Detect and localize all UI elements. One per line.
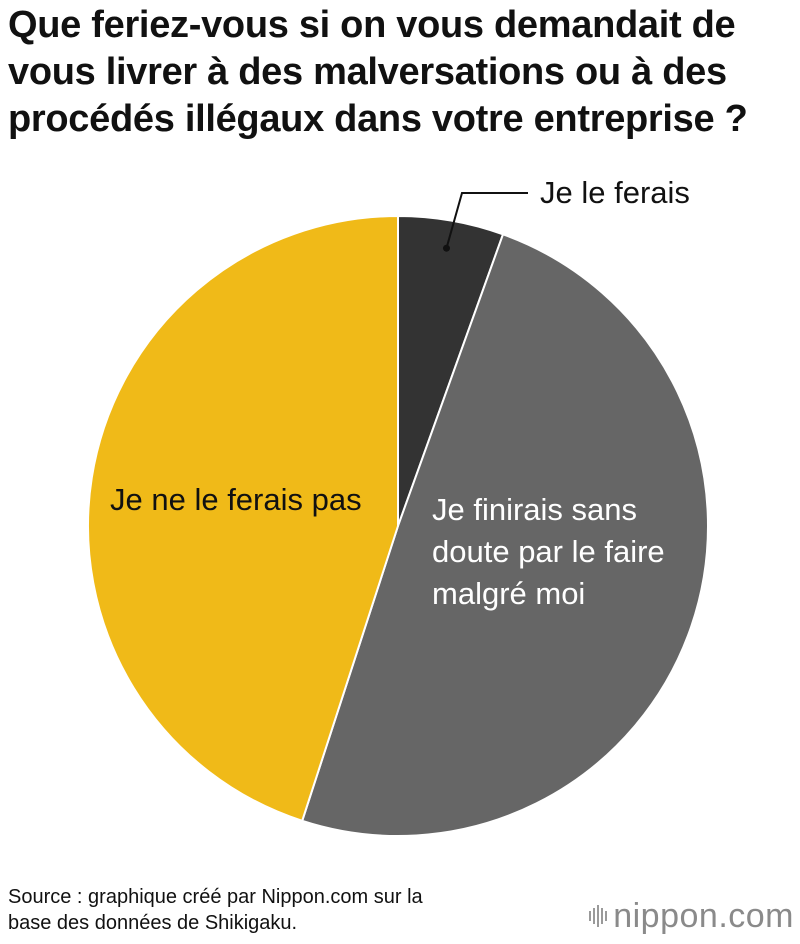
logo-wordmark: nippon.com — [613, 897, 794, 936]
logo-name: nippon — [613, 896, 719, 935]
source-line: base des données de Shikigaku. — [8, 912, 298, 934]
callout-leader-line — [445, 192, 528, 249]
nippon-logo: nippon.com — [589, 896, 794, 936]
source-note: Source : graphique créé par Nippon.com s… — [8, 884, 568, 936]
callout-dot — [442, 244, 450, 252]
slice-label-je-finirais-sans-doute: doute par le faire — [432, 534, 665, 569]
chart-title-line: Que feriez-vous si on vous demandait de — [8, 4, 736, 46]
chart-title-line: procédés illégaux dans votre entreprise … — [8, 98, 748, 140]
slice-label-je-finirais-sans-doute: malgré moi — [432, 576, 585, 611]
chart-title: Que feriez-vous si on vous demandait de … — [8, 2, 798, 143]
slice-label-je-finirais-sans-doute: Je finirais sans — [432, 492, 637, 527]
pie-slice-je-finirais-sans-doute — [300, 233, 710, 837]
nippon-bars-icon — [589, 905, 608, 927]
pie-slice-je-ne-le-ferais-pas — [87, 214, 399, 823]
source-line: Source : graphique créé par Nippon.com s… — [8, 886, 423, 908]
slice-label-je-le-ferais: Je le ferais — [540, 175, 690, 210]
chart-title-line: vous livrer à des malversations ou à des — [8, 51, 727, 93]
logo-dot: . — [718, 896, 729, 935]
logo-tld: com — [728, 896, 794, 935]
slice-label-je-ne-le-ferais-pas: Je ne le ferais pas — [110, 482, 362, 517]
